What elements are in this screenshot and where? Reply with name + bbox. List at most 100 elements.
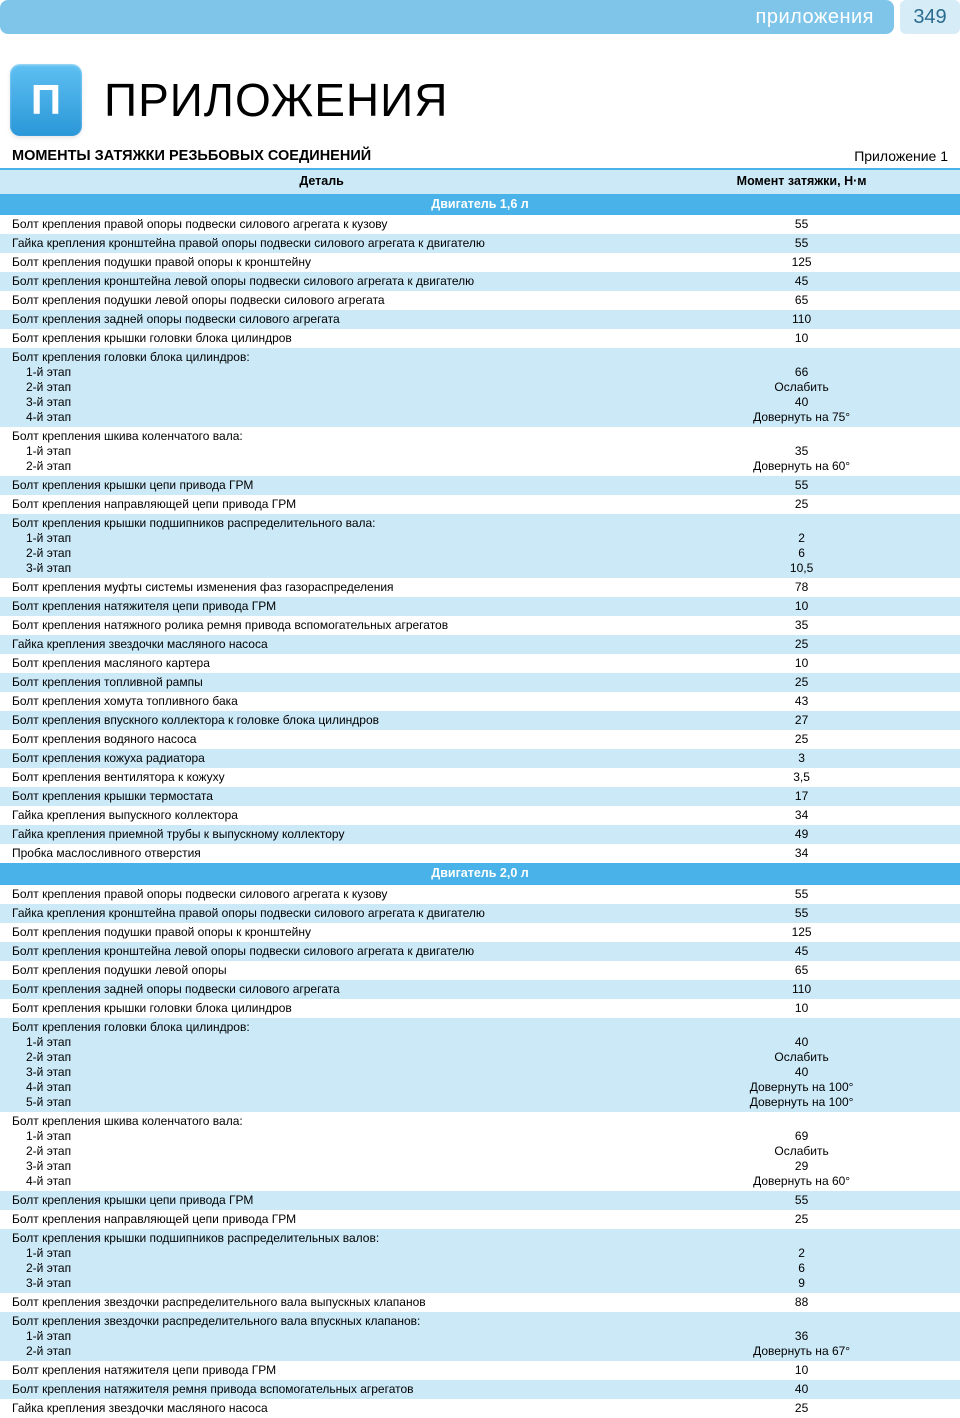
torque-cell: 40 xyxy=(643,1380,960,1399)
torque-cell: 43 xyxy=(643,692,960,711)
torque-cell: 25 xyxy=(643,1399,960,1418)
detail-cell: Болт крепления кронштейна левой опоры по… xyxy=(0,272,643,291)
torque-cell: 3,5 xyxy=(643,768,960,787)
torque-cell: 45 xyxy=(643,272,960,291)
table-row: Гайка крепления кронштейна правой опоры … xyxy=(0,904,960,923)
section-letter-icon: П xyxy=(10,64,82,136)
torque-cell: 10 xyxy=(643,999,960,1018)
table-row: Болт крепления задней опоры подвески сил… xyxy=(0,310,960,329)
detail-cell-multi: Болт крепления головки блока цилиндров:1… xyxy=(0,1018,643,1112)
detail-cell: Болт крепления натяжного ролика ремня пр… xyxy=(0,616,643,635)
page-number: 349 xyxy=(900,0,960,34)
detail-cell: Болт крепления масляного картера xyxy=(0,654,643,673)
detail-cell: Болт крепления крышки цепи привода ГРМ xyxy=(0,1191,643,1210)
table-row: Болт крепления правой опоры подвески сил… xyxy=(0,885,960,904)
torque-cell-multi: 40Ослабить40Довернуть на 100°Довернуть н… xyxy=(643,1018,960,1112)
torque-cell-multi: 69Ослабить29Довернуть на 60° xyxy=(643,1112,960,1191)
torque-cell: 110 xyxy=(643,310,960,329)
table-row: Болт крепления крышки цепи привода ГРМ55 xyxy=(0,476,960,495)
table-title: МОМЕНТЫ ЗАТЯЖКИ РЕЗЬБОВЫХ СОЕДИНЕНИЙ xyxy=(12,148,371,164)
torque-cell: 110 xyxy=(643,980,960,999)
detail-cell: Болт крепления хомута топливного бака xyxy=(0,692,643,711)
detail-cell: Гайка крепления кронштейна правой опоры … xyxy=(0,234,643,253)
table-row: Болт крепления впускного коллектора к го… xyxy=(0,711,960,730)
title-row: П ПРИЛОЖЕНИЯ xyxy=(10,64,950,136)
torque-cell: 10 xyxy=(643,1361,960,1380)
table-row-multi: Болт крепления шкива коленчатого вала:1-… xyxy=(0,427,960,476)
torque-cell: 125 xyxy=(643,253,960,272)
detail-cell: Болт крепления натяжителя цепи привода Г… xyxy=(0,597,643,616)
table-row: Болт крепления натяжителя ремня привода … xyxy=(0,1380,960,1399)
table-header-row: Деталь Момент затяжки, Н·м xyxy=(0,170,960,194)
detail-cell: Болт крепления натяжителя цепи привода Г… xyxy=(0,1361,643,1380)
table-section-row: Двигатель 1,6 л xyxy=(0,194,960,216)
torque-cell: 88 xyxy=(643,1293,960,1312)
section-label: Двигатель 2,0 л xyxy=(0,863,960,885)
torque-cell: 125 xyxy=(643,923,960,942)
torque-cell: 10 xyxy=(643,654,960,673)
table-row: Болт крепления крышки головки блока цили… xyxy=(0,999,960,1018)
torque-cell: 25 xyxy=(643,730,960,749)
torque-table: Деталь Момент затяжки, Н·м Двигатель 1,6… xyxy=(0,170,960,1418)
detail-cell: Болт крепления направляющей цепи привода… xyxy=(0,1210,643,1229)
detail-cell: Болт крепления крышки головки блока цили… xyxy=(0,999,643,1018)
table-row: Болт крепления муфты системы изменения ф… xyxy=(0,578,960,597)
detail-cell: Болт крепления вентилятора к кожуху xyxy=(0,768,643,787)
torque-cell: 25 xyxy=(643,1210,960,1229)
top-banner: приложения 349 xyxy=(0,0,960,34)
torque-cell-multi: 269 xyxy=(643,1229,960,1293)
table-row: Болт крепления крышки цепи привода ГРМ55 xyxy=(0,1191,960,1210)
table-body: Двигатель 1,6 лБолт крепления правой опо… xyxy=(0,194,960,1418)
torque-cell: 78 xyxy=(643,578,960,597)
detail-cell-multi: Болт крепления крышки подшипников распре… xyxy=(0,514,643,578)
table-row: Болт крепления кронштейна левой опоры по… xyxy=(0,942,960,961)
table-row: Гайка крепления звездочки масляного насо… xyxy=(0,1399,960,1418)
detail-cell: Болт крепления натяжителя ремня привода … xyxy=(0,1380,643,1399)
table-row: Болт крепления натяжителя цепи привода Г… xyxy=(0,597,960,616)
torque-cell: 27 xyxy=(643,711,960,730)
table-row: Болт крепления водяного насоса25 xyxy=(0,730,960,749)
col-detail-header: Деталь xyxy=(0,170,643,194)
detail-cell: Болт крепления кожуха радиатора xyxy=(0,749,643,768)
table-row: Болт крепления вентилятора к кожуху3,5 xyxy=(0,768,960,787)
detail-cell: Болт крепления правой опоры подвески сил… xyxy=(0,215,643,234)
torque-cell: 65 xyxy=(643,291,960,310)
detail-cell: Болт крепления подушки левой опоры подве… xyxy=(0,291,643,310)
torque-cell: 17 xyxy=(643,787,960,806)
table-row-multi: Болт крепления головки блока цилиндров:1… xyxy=(0,348,960,427)
table-row: Болт крепления кронштейна левой опоры по… xyxy=(0,272,960,291)
banner-label: приложения xyxy=(0,0,894,34)
detail-cell: Болт крепления муфты системы изменения ф… xyxy=(0,578,643,597)
detail-cell: Болт крепления крышки головки блока цили… xyxy=(0,329,643,348)
torque-cell: 10 xyxy=(643,329,960,348)
detail-cell: Болт крепления подушки правой опоры к кр… xyxy=(0,253,643,272)
torque-cell-multi: 2610,5 xyxy=(643,514,960,578)
table-row: Болт крепления подушки правой опоры к кр… xyxy=(0,923,960,942)
torque-cell: 3 xyxy=(643,749,960,768)
torque-cell: 35 xyxy=(643,616,960,635)
torque-cell-multi: 35Довернуть на 60° xyxy=(643,427,960,476)
table-row: Болт крепления подушки левой опоры подве… xyxy=(0,291,960,310)
table-row: Болт крепления кожуха радиатора3 xyxy=(0,749,960,768)
detail-cell: Болт крепления правой опоры подвески сил… xyxy=(0,885,643,904)
table-row: Болт крепления звездочки распределительн… xyxy=(0,1293,960,1312)
detail-cell: Гайка крепления кронштейна правой опоры … xyxy=(0,904,643,923)
detail-cell-multi: Болт крепления крышки подшипников распре… xyxy=(0,1229,643,1293)
col-torque-header: Момент затяжки, Н·м xyxy=(643,170,960,194)
table-row-multi: Болт крепления крышки подшипников распре… xyxy=(0,1229,960,1293)
detail-cell: Болт крепления задней опоры подвески сил… xyxy=(0,310,643,329)
detail-cell: Болт крепления топливной рампы xyxy=(0,673,643,692)
torque-cell: 55 xyxy=(643,215,960,234)
detail-cell-multi: Болт крепления шкива коленчатого вала:1-… xyxy=(0,427,643,476)
torque-cell: 25 xyxy=(643,495,960,514)
detail-cell-multi: Болт крепления головки блока цилиндров:1… xyxy=(0,348,643,427)
detail-cell: Болт крепления кронштейна левой опоры по… xyxy=(0,942,643,961)
table-row: Гайка крепления выпускного коллектора34 xyxy=(0,806,960,825)
detail-cell: Болт крепления водяного насоса xyxy=(0,730,643,749)
torque-cell: 55 xyxy=(643,1191,960,1210)
table-row: Болт крепления натяжного ролика ремня пр… xyxy=(0,616,960,635)
detail-cell: Болт крепления впускного коллектора к го… xyxy=(0,711,643,730)
torque-cell: 55 xyxy=(643,885,960,904)
torque-cell-multi: 66Ослабить40Довернуть на 75° xyxy=(643,348,960,427)
detail-cell: Гайка крепления звездочки масляного насо… xyxy=(0,1399,643,1418)
